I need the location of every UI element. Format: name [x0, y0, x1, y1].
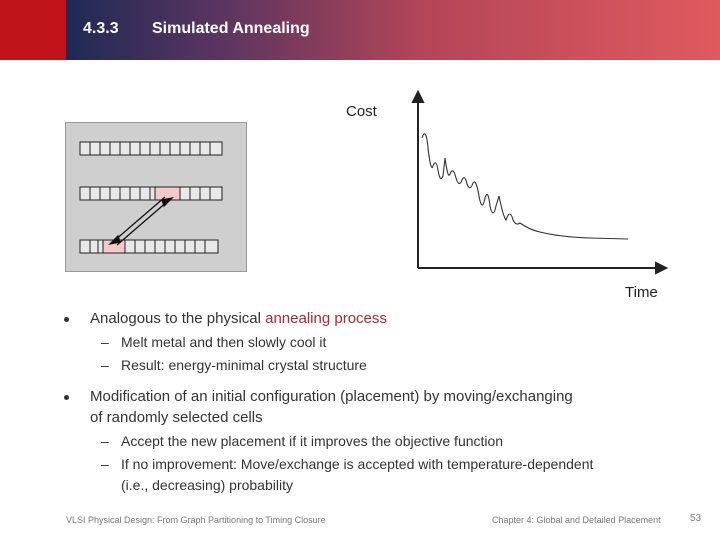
bullet-2-line-1: Modification of an initial configuration…	[90, 388, 573, 405]
cost-curve	[421, 133, 629, 240]
cost-axis-label: Cost	[346, 103, 377, 120]
sub-dash: –	[101, 456, 109, 472]
slide-header: 4.3.3 Simulated Annealing	[0, 0, 720, 60]
cost-time-curve	[411, 89, 669, 275]
cell-row-top	[79, 141, 223, 156]
footer-chapter: Chapter 4: Global and Detailed Placement	[492, 515, 661, 525]
bullet-2-line-2: of randomly selected cells	[90, 409, 263, 426]
bullet-dot	[64, 395, 69, 400]
slide-title: Simulated Annealing	[152, 20, 310, 37]
bullet-2-sub-2-cont: (i.e., decreasing) probability	[121, 477, 293, 493]
cell-row-bottom	[79, 239, 219, 254]
bullet-dot	[64, 317, 69, 322]
cell-row-middle	[79, 186, 223, 201]
sub-dash: –	[101, 334, 109, 350]
bullet-1-pre: Analogous to the physical	[90, 310, 266, 327]
time-axis-label: Time	[625, 284, 658, 301]
bullet-1-highlight: annealing process	[265, 310, 387, 327]
bullet-2-sub-1: Accept the new placement if it improves …	[121, 433, 504, 449]
bullet-1-sub-2: Result: energy-minimal crystal structure	[121, 357, 367, 373]
x-axis-arrow	[655, 261, 669, 275]
y-axis-arrow	[411, 89, 425, 103]
sub-dash: –	[101, 357, 109, 373]
bullet-2-sub-2: If no improvement: Move/exchange is acce…	[121, 456, 594, 472]
bullet-1-sub-1: Melt metal and then slowly cool it	[121, 334, 327, 350]
page-number: 53	[690, 513, 702, 524]
sub-dash: –	[101, 433, 109, 449]
swap-arrows	[108, 196, 174, 246]
bullet-1-text: Analogous to the physical annealing proc…	[90, 310, 387, 327]
footer-book-title: VLSI Physical Design: From Graph Partiti…	[66, 515, 326, 525]
section-number: 4.3.3	[83, 20, 119, 37]
